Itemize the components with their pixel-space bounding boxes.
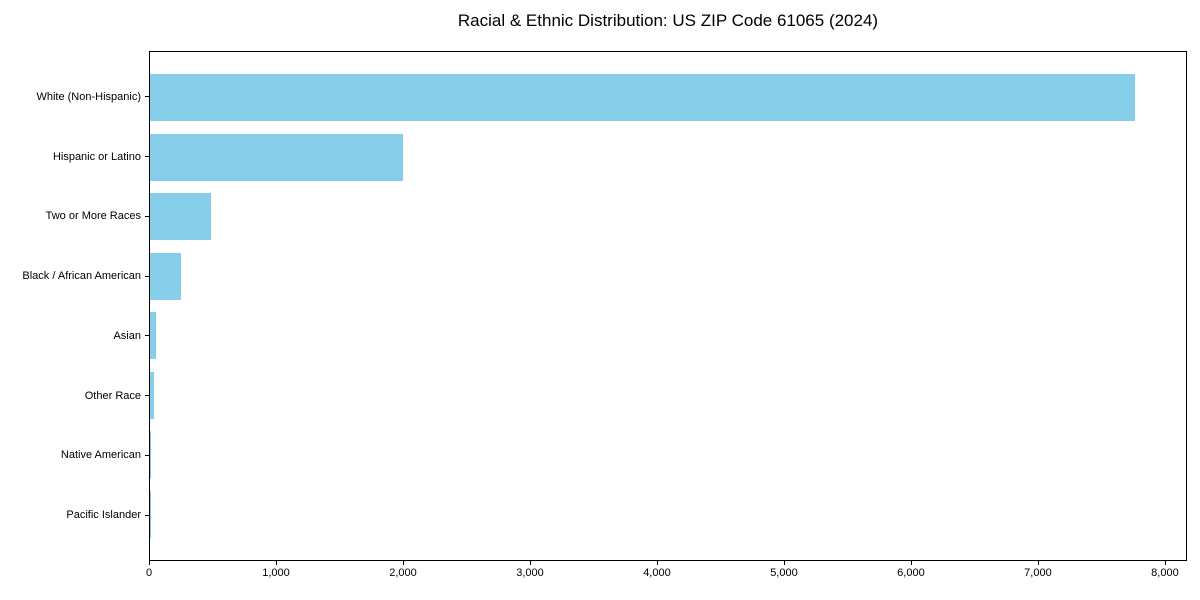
xtick-marks [149, 561, 1185, 565]
ytick-label-row: White (Non-Hispanic) [0, 67, 141, 127]
bar-row [150, 485, 1186, 545]
bar-row [150, 68, 1186, 128]
xtick-label: 4,000 [643, 567, 671, 579]
ytick-mark-row [145, 67, 149, 127]
xtick-label: 3,000 [516, 567, 544, 579]
bar [150, 193, 211, 241]
ytick-label-row: Other Race [0, 366, 141, 426]
bar [150, 133, 403, 181]
ytick-mark [145, 514, 149, 516]
bar [150, 431, 152, 479]
ytick-label-row: Two or More Races [0, 187, 141, 247]
ytick-mark [145, 275, 149, 277]
xtick-label: 5,000 [770, 567, 798, 579]
bar [150, 312, 156, 360]
bar-row [150, 366, 1186, 426]
xtick-mark [529, 561, 531, 565]
xtick-mark [1037, 561, 1039, 565]
xtick-mark [149, 561, 150, 565]
bar-row [150, 247, 1186, 307]
ytick-mark-row [145, 127, 149, 187]
category-label: Hispanic or Latino [52, 150, 141, 163]
plot-area [149, 51, 1187, 561]
xtick-mark [275, 561, 277, 565]
xtick-mark [656, 561, 658, 565]
ytick-mark [145, 96, 149, 98]
xtick-mark [1164, 561, 1166, 565]
xtick-label: 1,000 [262, 567, 290, 579]
ytick-label-row: Pacific Islander [0, 485, 141, 545]
ytick-labels: White (Non-Hispanic) Hispanic or Latino Tw… [0, 51, 141, 561]
chart-title: Racial & Ethnic Distribution: US ZIP Cod… [457, 11, 879, 30]
ytick-label-row: Native American [0, 426, 141, 486]
ytick-mark [145, 215, 149, 217]
ytick-mark-row [145, 187, 149, 247]
xtick-mark [910, 561, 912, 565]
bar [150, 74, 1136, 122]
bar [150, 252, 182, 300]
ytick-mark-row [145, 306, 149, 366]
bars-container [150, 68, 1186, 544]
xtick-mark [402, 561, 404, 565]
ytick-mark [145, 454, 149, 456]
xtick-label: 8,000 [1151, 567, 1179, 579]
category-label: Native American [60, 449, 141, 462]
bar-row [150, 425, 1186, 485]
ytick-mark-row [145, 426, 149, 486]
bar-row [150, 128, 1186, 188]
ytick-mark [145, 156, 149, 158]
xtick-labels: 0 1,000 2,000 3,000 4,000 5,000 6,000 7,000 8,00… [145, 567, 1185, 581]
bar [150, 371, 154, 419]
ytick-label-row: Asian [0, 306, 141, 366]
xtick-label: 7,000 [1024, 567, 1052, 579]
ytick-label-row: Black / African American [0, 246, 141, 306]
category-label: Black / African American [22, 270, 141, 283]
xtick-label: 0 [145, 567, 153, 579]
ytick-mark-row [145, 246, 149, 306]
category-label: Asian [113, 329, 141, 342]
bar-row [150, 306, 1186, 366]
category-label: Other Race [84, 389, 141, 402]
xtick-mark [783, 561, 785, 565]
ytick-mark-row [145, 485, 149, 545]
category-label: White (Non-Hispanic) [36, 90, 141, 103]
ytick-mark [145, 335, 149, 337]
ytick-mark-row [145, 366, 149, 426]
bar-row [150, 187, 1186, 247]
ytick-marks [145, 51, 149, 561]
xtick-label: 2,000 [389, 567, 417, 579]
ytick-mark [145, 395, 149, 397]
category-label: Two or More Races [45, 210, 141, 223]
ytick-label-row: Hispanic or Latino [0, 127, 141, 187]
xtick-label: 6,000 [897, 567, 925, 579]
category-label: Pacific Islander [66, 509, 141, 522]
